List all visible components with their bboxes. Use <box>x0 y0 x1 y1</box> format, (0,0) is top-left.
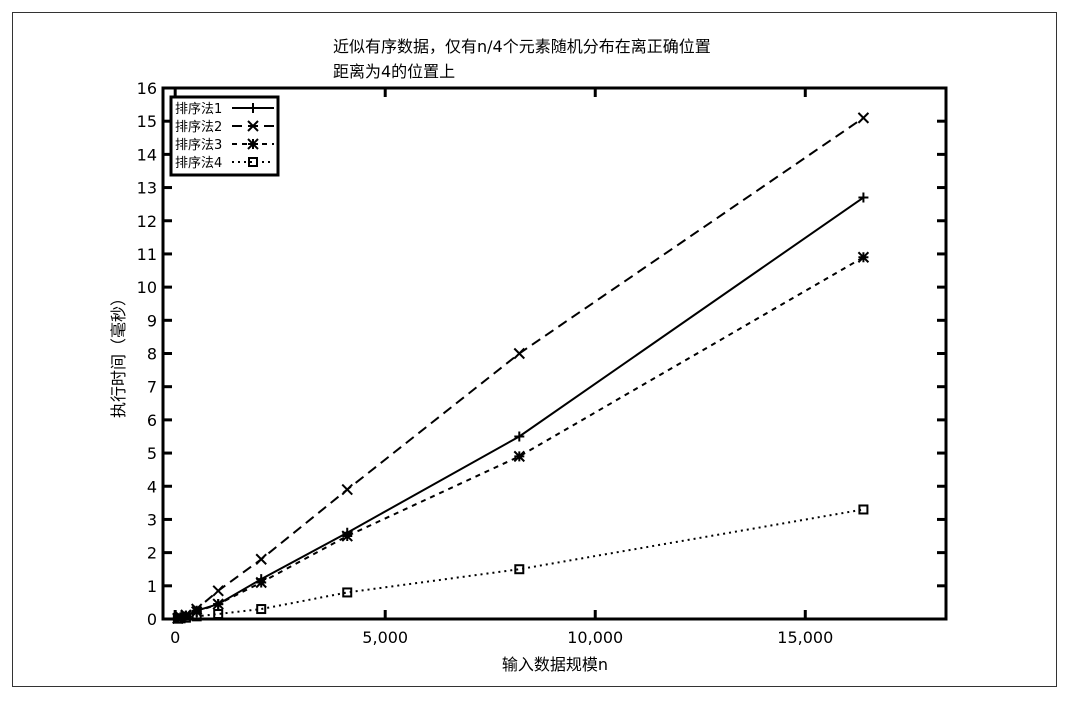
y-tick-label: 10 <box>137 278 157 297</box>
y-tick-label: 14 <box>137 145 157 164</box>
data-point <box>256 604 267 615</box>
series-4 <box>172 504 869 624</box>
chart-title-line2: 距离为4的位置上 <box>333 62 455 81</box>
series-line <box>177 508 864 620</box>
y-tick-label: 3 <box>147 510 157 529</box>
chart-title-line1: 近似有序数据，仅有n/4个元素随机分布在离正确位置 <box>333 37 711 56</box>
series-2 <box>172 112 870 625</box>
data-point <box>857 112 870 124</box>
y-tick-label: 7 <box>147 378 157 397</box>
x-axis-label: 输入数据规模n <box>502 655 608 674</box>
data-point <box>180 612 191 623</box>
y-tick-label: 1 <box>147 577 157 596</box>
data-point <box>857 251 870 263</box>
data-point <box>342 587 353 598</box>
x-tick-label: 15,000 <box>777 628 833 647</box>
data-point <box>180 609 192 622</box>
data-point <box>255 553 267 565</box>
legend-box <box>169 95 280 177</box>
y-tick-label: 8 <box>147 345 157 364</box>
legend-marker <box>247 138 259 150</box>
data-point <box>213 609 224 620</box>
data-point <box>212 585 224 597</box>
legend-label: 排序法1 <box>175 102 222 117</box>
y-tick-label: 2 <box>147 544 157 563</box>
data-point <box>191 611 202 622</box>
x-tick-label: 0 <box>170 628 180 647</box>
legend-label: 排序法3 <box>175 138 222 153</box>
data-point <box>514 431 525 442</box>
data-point <box>513 347 526 360</box>
data-point <box>174 611 187 624</box>
y-tick-label: 11 <box>137 245 157 264</box>
series-1 <box>172 192 869 624</box>
y-tick-label: 5 <box>147 444 157 463</box>
y-tick-label: 15 <box>137 112 157 131</box>
y-tick-label: 6 <box>147 411 157 430</box>
plot-area-border <box>161 86 948 621</box>
series-line <box>177 117 864 620</box>
legend-label: 排序法4 <box>175 156 222 171</box>
legend-marker <box>248 157 258 167</box>
y-tick-label: 16 <box>137 79 157 98</box>
y-tick-label: 4 <box>147 477 157 496</box>
data-point <box>175 613 186 624</box>
figure-frame <box>12 12 1057 687</box>
y-tick-label: 13 <box>137 179 157 198</box>
data-point <box>255 576 267 589</box>
data-point <box>513 450 526 463</box>
y-tick-label: 0 <box>147 610 157 629</box>
series-3 <box>172 251 870 625</box>
y-axis-label: 执行时间（毫秒） <box>109 290 128 418</box>
legend-label: 排序法2 <box>175 120 222 135</box>
y-tick-label: 9 <box>147 311 157 330</box>
series-line <box>177 196 864 620</box>
x-tick-label: 5,000 <box>362 628 408 647</box>
data-point <box>341 530 353 542</box>
y-tick-label: 12 <box>137 212 157 231</box>
series-line <box>177 256 864 620</box>
data-point <box>341 483 353 496</box>
legend-marker <box>248 103 258 113</box>
data-point <box>514 564 525 575</box>
data-point <box>212 598 224 610</box>
data-point <box>858 192 869 203</box>
x-tick-label: 10,000 <box>567 628 623 647</box>
data-point <box>858 504 869 515</box>
legend-marker <box>247 120 259 132</box>
